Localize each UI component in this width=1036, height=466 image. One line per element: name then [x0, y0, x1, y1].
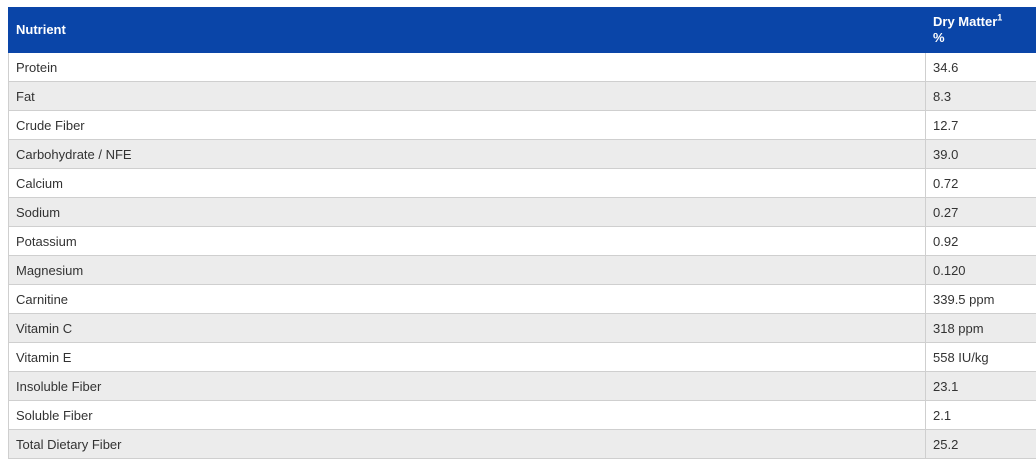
header-cell: Dry Matter1%	[925, 7, 1036, 53]
nutrient-name: Crude Fiber	[8, 110, 926, 140]
nutrient-value: 12.7	[925, 110, 1036, 140]
nutrient-value: 0.92	[925, 226, 1036, 256]
table-row: Potassium 0.92	[8, 226, 1036, 256]
nutrient-value: 339.5 ppm	[925, 284, 1036, 314]
nutrient-name: Total Dietary Fiber	[8, 429, 926, 459]
table-row: Crude Fiber 12.7	[8, 110, 1036, 140]
nutrient-name: Vitamin C	[8, 313, 926, 343]
header-text: Nutrient	[16, 22, 66, 37]
nutrient-name: Carbohydrate / NFE	[8, 139, 926, 169]
header-text: Dry Matter	[933, 14, 998, 29]
nutrient-name: Insoluble Fiber	[8, 371, 926, 401]
nutrient-name: Protein	[8, 52, 926, 82]
table-row: Carbohydrate / NFE 39.0	[8, 139, 1036, 169]
table-row: Carnitine 339.5 ppm	[8, 284, 1036, 314]
table-row: Insoluble Fiber 23.1	[8, 371, 1036, 401]
table-row: Sodium 0.27	[8, 197, 1036, 227]
nutrient-value: 8.3	[925, 81, 1036, 111]
nutrient-table: Nutrient Dry Matter1% Protein 34.6 Fat 8.3 C…	[8, 7, 1036, 459]
footnote-marker: 1	[997, 12, 1003, 23]
nutrient-name: Soluble Fiber	[8, 400, 926, 430]
nutrient-value: 0.120	[925, 255, 1036, 285]
nutrient-value: 0.72	[925, 168, 1036, 198]
table-body: Protein 34.6 Fat 8.3 Crude Fiber 12.7 Carbohyd…	[8, 52, 1036, 459]
nutrient-value: 0.27	[925, 197, 1036, 227]
table-row: Protein 34.6	[8, 52, 1036, 82]
table-row: Magnesium 0.120	[8, 255, 1036, 285]
nutrient-name: Vitamin E	[8, 342, 926, 372]
header-unit: %	[933, 30, 945, 45]
table-row: Fat 8.3	[8, 81, 1036, 111]
table-row: Vitamin C 318 ppm	[8, 313, 1036, 343]
table-row: Calcium 0.72	[8, 168, 1036, 198]
nutrient-name: Fat	[8, 81, 926, 111]
nutrient-value: 23.1	[925, 371, 1036, 401]
table-row: Total Dietary Fiber 25.2	[8, 429, 1036, 459]
header-row: Nutrient Dry Matter1%	[8, 7, 1036, 53]
nutrient-value: 2.1	[925, 400, 1036, 430]
nutrient-value: 25.2	[925, 429, 1036, 459]
table-row: Soluble Fiber 2.1	[8, 400, 1036, 430]
nutrient-value: 318 ppm	[925, 313, 1036, 343]
nutrient-name: Calcium	[8, 168, 926, 198]
table-container: Nutrient Dry Matter1% Protein 34.6 Fat 8.3 C…	[8, 7, 1036, 459]
nutrient-name: Sodium	[8, 197, 926, 227]
nutrient-name: Carnitine	[8, 284, 926, 314]
nutrient-value: 39.0	[925, 139, 1036, 169]
nutrient-name: Potassium	[8, 226, 926, 256]
table-row: Vitamin E 558 IU/kg	[8, 342, 1036, 372]
header-cell: Nutrient	[8, 7, 926, 53]
nutrient-value: 34.6	[925, 52, 1036, 82]
nutrient-value: 558 IU/kg	[925, 342, 1036, 372]
nutrient-name: Magnesium	[8, 255, 926, 285]
